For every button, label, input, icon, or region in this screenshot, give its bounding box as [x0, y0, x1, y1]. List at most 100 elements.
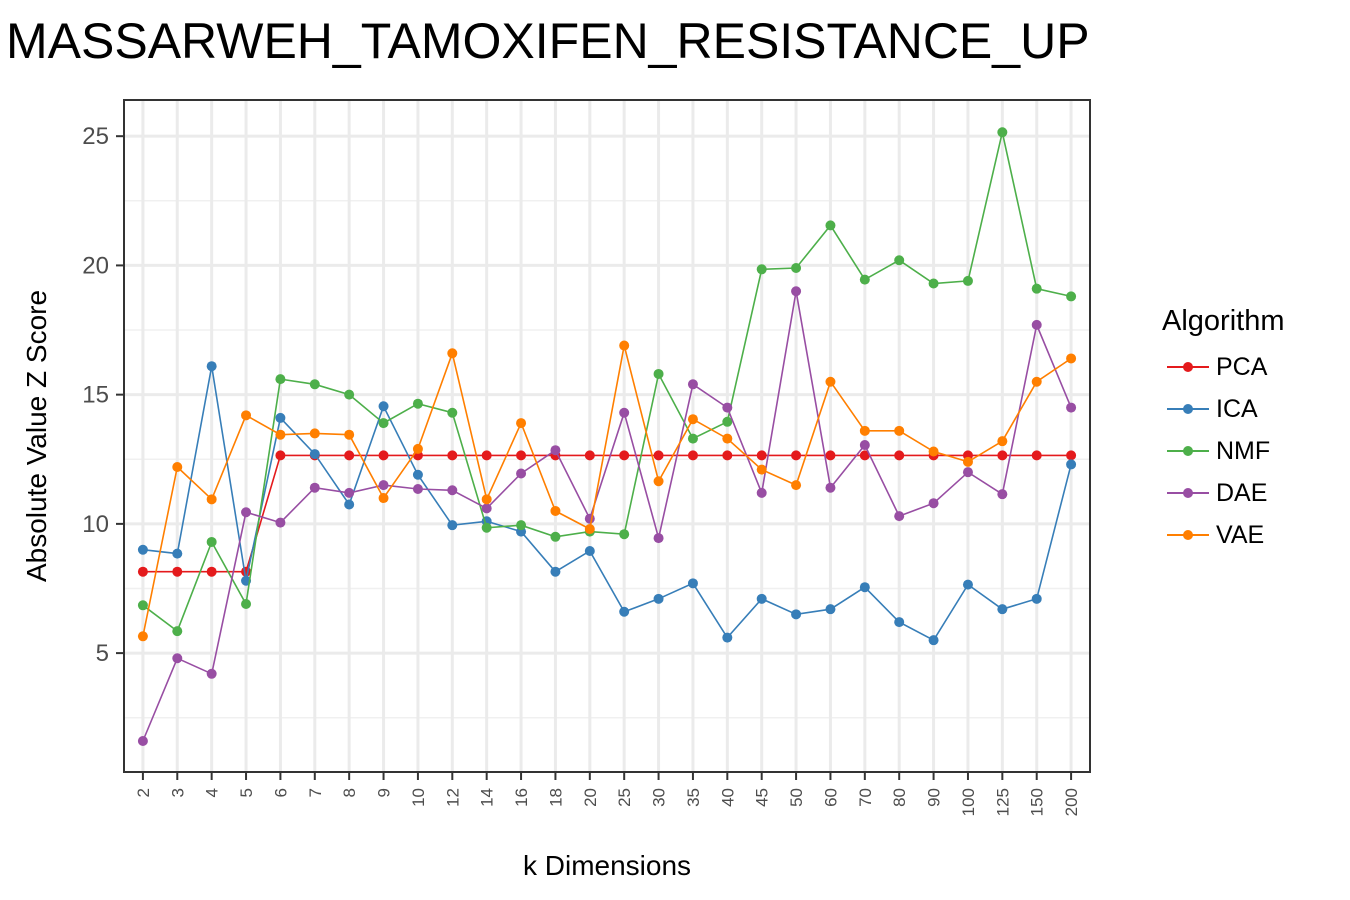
- data-point-ica: [206, 361, 217, 372]
- data-point-vae: [825, 376, 836, 387]
- legend-key-pca: [1162, 346, 1214, 388]
- data-point-dae: [550, 445, 561, 456]
- data-point-pca: [687, 450, 698, 461]
- data-point-dae: [859, 440, 870, 451]
- legend-key-vae: [1162, 514, 1214, 556]
- data-point-dae: [447, 485, 458, 496]
- data-point-dae: [687, 379, 698, 390]
- data-point-nmf: [1066, 291, 1077, 302]
- data-point-pca: [619, 450, 630, 461]
- x-tick-label: 40: [718, 788, 737, 807]
- series-line-ica: [142, 366, 1072, 642]
- x-tick-label: 9: [375, 788, 394, 797]
- legend-item-nmf: NMF: [1162, 430, 1285, 472]
- series-line-pca: [142, 454, 1072, 573]
- data-point-dae: [516, 468, 527, 479]
- data-point-dae: [137, 735, 148, 746]
- data-point-nmf: [859, 274, 870, 285]
- data-point-nmf: [962, 275, 973, 286]
- y-tick-label: 10: [82, 511, 109, 538]
- data-point-pca: [825, 450, 836, 461]
- data-point-pca: [584, 450, 595, 461]
- data-point-dae: [756, 487, 767, 498]
- data-point-ica: [344, 499, 355, 510]
- x-tick-label: 45: [753, 788, 772, 807]
- x-tick-label: 100: [959, 788, 978, 816]
- data-point-dae: [412, 483, 423, 494]
- data-point-pca: [653, 450, 664, 461]
- x-tick-label: 50: [787, 788, 806, 807]
- data-point-nmf: [894, 255, 905, 266]
- data-point-vae: [275, 429, 286, 440]
- data-point-nmf: [653, 368, 664, 379]
- data-point-vae: [550, 505, 561, 516]
- legend-title: Algorithm: [1162, 305, 1285, 337]
- legend-label: NMF: [1216, 436, 1271, 465]
- data-point-nmf: [172, 626, 183, 637]
- data-point-dae: [241, 507, 252, 518]
- x-tick-label: 80: [890, 788, 909, 807]
- x-tick-label: 12: [443, 788, 462, 807]
- legend-items: PCA ICA NMF DAE VAE: [1162, 346, 1285, 556]
- series-line-nmf: [142, 132, 1072, 633]
- data-point-dae: [791, 286, 802, 297]
- data-point-ica: [1031, 593, 1042, 604]
- data-point-nmf: [1031, 283, 1042, 294]
- data-point-vae: [481, 494, 492, 505]
- data-point-ica: [412, 469, 423, 480]
- data-point-dae: [344, 487, 355, 498]
- data-point-pca: [275, 450, 286, 461]
- data-point-pca: [378, 450, 389, 461]
- x-tick-label: 16: [512, 788, 531, 807]
- data-point-ica: [928, 635, 939, 646]
- legend-label: DAE: [1216, 478, 1268, 507]
- data-point-pca: [241, 566, 252, 577]
- data-point-ica: [550, 566, 561, 577]
- data-point-pca: [481, 450, 492, 461]
- legend-label: PCA: [1216, 352, 1268, 381]
- data-point-dae: [722, 402, 733, 413]
- data-point-ica: [653, 593, 664, 604]
- data-point-ica: [859, 582, 870, 593]
- data-point-vae: [1066, 353, 1077, 364]
- data-point-vae: [516, 418, 527, 429]
- data-point-nmf: [687, 433, 698, 444]
- series-line-vae: [142, 345, 1072, 637]
- data-point-pca: [447, 450, 458, 461]
- y-tick-label: 5: [96, 640, 109, 667]
- data-point-ica: [447, 520, 458, 531]
- data-point-nmf: [241, 599, 252, 609]
- data-point-vae: [928, 446, 939, 457]
- data-point-ica: [687, 578, 698, 589]
- x-tick-label: 18: [546, 788, 565, 807]
- x-tick-label: 5: [237, 788, 256, 797]
- x-tick-label: 25: [615, 788, 634, 807]
- data-point-vae: [241, 410, 252, 421]
- data-point-dae: [653, 533, 664, 544]
- legend-item-pca: PCA: [1162, 346, 1285, 388]
- data-point-dae: [619, 407, 630, 418]
- legend-label: ICA: [1216, 394, 1258, 423]
- data-point-vae: [791, 480, 802, 491]
- y-axis-title: Absolute Value Z Score: [21, 290, 52, 582]
- x-tick-label: 35: [684, 788, 703, 807]
- data-point-vae: [1031, 376, 1042, 387]
- data-point-pca: [516, 450, 527, 461]
- x-tick-label: 4: [203, 788, 222, 797]
- data-point-pca: [756, 450, 767, 461]
- data-point-vae: [447, 348, 458, 359]
- legend-key-nmf: [1162, 430, 1214, 472]
- data-point-dae: [962, 467, 973, 478]
- data-point-vae: [653, 476, 664, 487]
- data-point-ica: [1066, 459, 1077, 470]
- data-point-nmf: [825, 220, 836, 231]
- data-point-vae: [619, 340, 630, 351]
- data-point-pca: [206, 566, 217, 577]
- data-point-dae: [928, 498, 939, 509]
- data-point-pca: [791, 450, 802, 461]
- data-point-vae: [172, 462, 183, 473]
- data-point-vae: [722, 433, 733, 444]
- data-point-nmf: [137, 600, 148, 611]
